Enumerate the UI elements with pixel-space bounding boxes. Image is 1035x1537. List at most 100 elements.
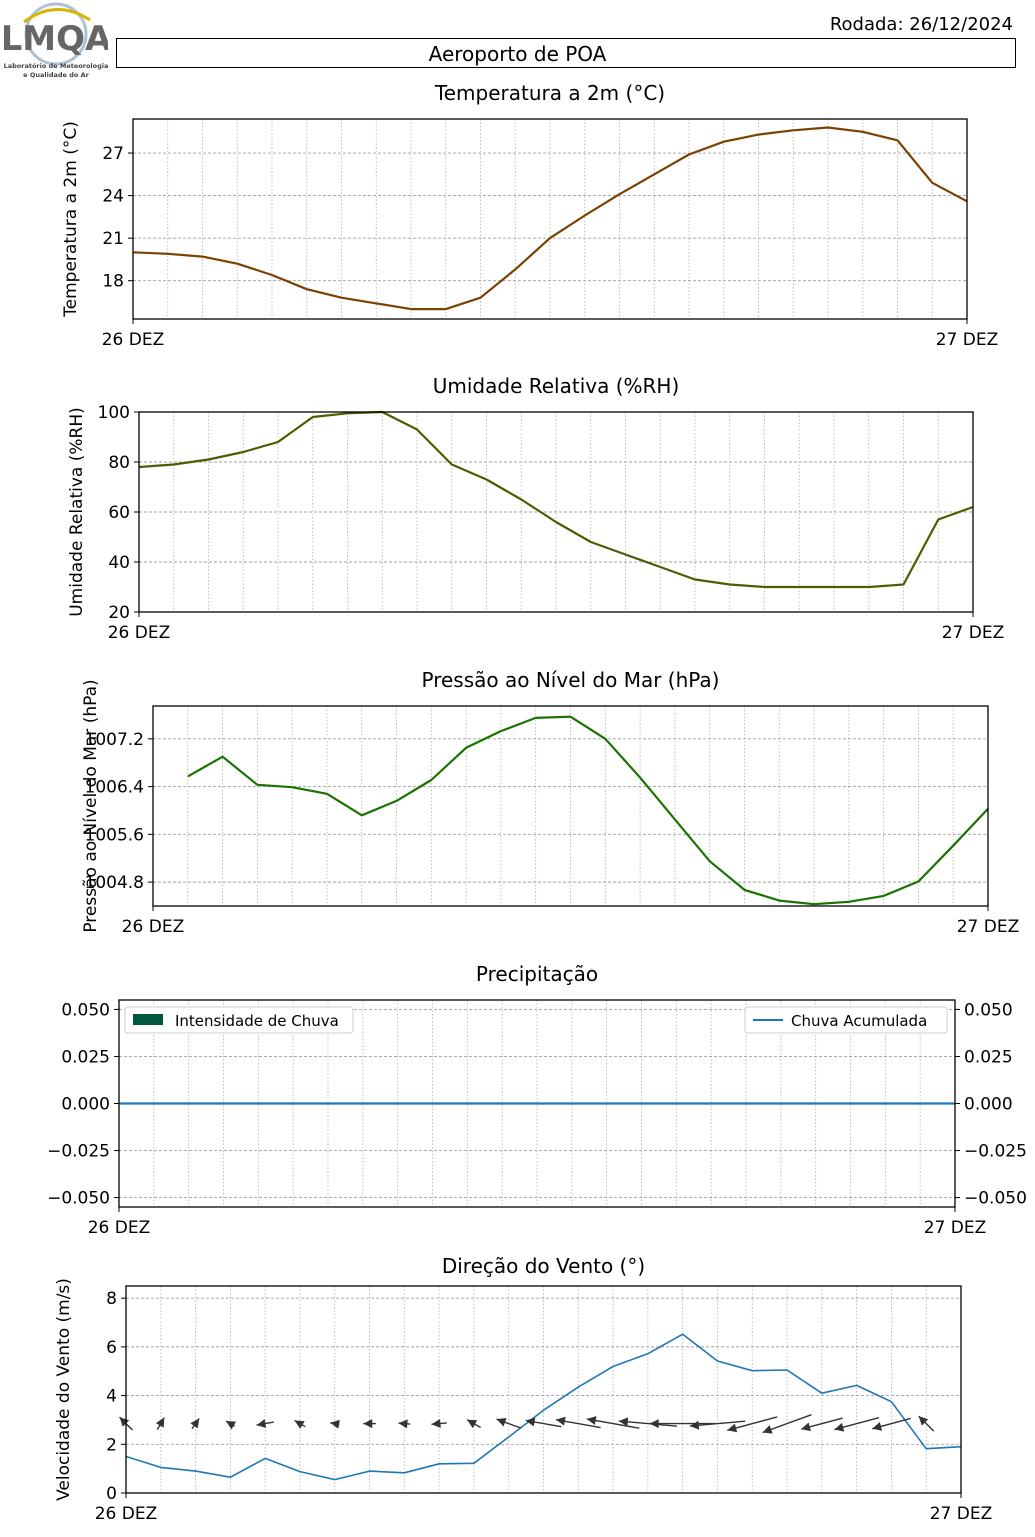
y-tick-label: 1007.2 bbox=[85, 730, 144, 750]
wind-arrow bbox=[363, 1419, 376, 1429]
wind-arrow-head bbox=[918, 1416, 929, 1426]
wind-arrow-head bbox=[155, 1417, 165, 1428]
y-tick-label: 0.025 bbox=[61, 1047, 110, 1067]
x-tick-label: 26 DEZ bbox=[102, 330, 165, 350]
wind-arrow bbox=[872, 1417, 911, 1431]
wind-arrow-head bbox=[225, 1421, 237, 1430]
wind-arrow bbox=[256, 1419, 274, 1428]
wind-arrow-head bbox=[431, 1418, 441, 1428]
run-date: Rodada: 26/12/2024 bbox=[829, 14, 1013, 35]
wind-arrow-head bbox=[872, 1422, 883, 1431]
x-tick-label: 27 DEZ bbox=[936, 330, 999, 350]
logo-caption-1: Laboratório de Meteorologia bbox=[4, 62, 108, 70]
logo-caption-2: e Qualidade do Ar bbox=[23, 71, 89, 79]
legend-swatch bbox=[133, 1014, 163, 1025]
wind-arrow-head bbox=[256, 1419, 267, 1428]
y-tick-label: 6 bbox=[106, 1338, 117, 1358]
y-tick-label: 80 bbox=[108, 453, 130, 473]
wind-arrow bbox=[555, 1416, 601, 1429]
wind-arrow-head bbox=[586, 1416, 597, 1425]
wind-arrow-head bbox=[762, 1425, 773, 1434]
temperature-chart: 18 21 24 27 26 DEZ 27 DEZ Temperatura a 2m (°C… bbox=[61, 81, 998, 350]
wind-arrow-head bbox=[496, 1418, 507, 1427]
wind-arrow-shaft bbox=[618, 1420, 677, 1427]
x-tick-label: 26 DEZ bbox=[122, 917, 185, 937]
wind-arrow bbox=[294, 1419, 306, 1429]
y-tick-label: 0 bbox=[106, 1484, 117, 1504]
wind-arrow bbox=[330, 1419, 340, 1429]
x-tick-label: 26 DEZ bbox=[88, 1218, 151, 1238]
y-tick-label: 1005.6 bbox=[85, 825, 144, 845]
wind-arrow bbox=[398, 1419, 411, 1429]
y-tick-label: 0.050 bbox=[61, 1000, 110, 1020]
wind-arrow bbox=[689, 1420, 746, 1430]
y-tick-label: 2 bbox=[106, 1435, 117, 1455]
humidity-chart: 20 40 60 80 100 26 DEZ 27 DEZ Umidade Relativa … bbox=[67, 374, 1004, 643]
y-tick-label: 1004.8 bbox=[85, 873, 144, 893]
plot-frame bbox=[125, 1285, 962, 1494]
chart-title: Precipitação bbox=[476, 962, 598, 986]
y-tick-label: 1006.4 bbox=[85, 778, 144, 798]
wind-arrow bbox=[649, 1419, 716, 1429]
y-axis-label: Velocidade do Vento (m/s) bbox=[54, 1278, 74, 1501]
wind-arrow-head bbox=[525, 1417, 536, 1427]
wind-arrow-head bbox=[330, 1419, 340, 1429]
y-tick-label: 20 bbox=[108, 603, 130, 623]
wind-arrow-head bbox=[689, 1420, 700, 1430]
station-name: Aeroporto de POA bbox=[428, 42, 607, 66]
y-tick-label: 4 bbox=[106, 1387, 117, 1407]
x-tick-label: 26 DEZ bbox=[108, 623, 171, 643]
y-tick-label: 0.000 bbox=[61, 1095, 110, 1115]
wind-arrow-head bbox=[294, 1420, 305, 1429]
wind-arrow-head bbox=[398, 1419, 408, 1429]
chart-title: Direção do Vento (°) bbox=[442, 1254, 645, 1278]
y-axis-label: Temperatura a 2m (°C) bbox=[61, 121, 81, 318]
series-line bbox=[187, 715, 989, 906]
y-tick-label: 100 bbox=[98, 403, 130, 423]
legend-box bbox=[744, 1006, 948, 1034]
wind-arrow bbox=[466, 1419, 482, 1429]
lmqa-logo: LMQA Laboratório de Meteorologia e Quali… bbox=[4, 2, 108, 79]
wind-arrow bbox=[727, 1416, 778, 1433]
legend-rain-intensity: Intensidade de Chuva bbox=[124, 1006, 354, 1034]
y2-tick-label: −0.025 bbox=[964, 1142, 1027, 1162]
logo-text: LMQA bbox=[4, 19, 108, 59]
series-line bbox=[125, 1333, 962, 1481]
wind-arrow bbox=[618, 1417, 677, 1427]
logo-swoosh bbox=[23, 8, 91, 24]
y-tick-label: 8 bbox=[106, 1289, 117, 1309]
wind-arrow-head bbox=[190, 1418, 200, 1429]
legend-rain-accumulated: Chuva Acumulada bbox=[744, 1006, 948, 1034]
y-tick-label: −0.050 bbox=[47, 1189, 110, 1209]
precipitation-chart: −0.050 −0.050 −0.025 −0.025 0.000 0.000 0.025 0… bbox=[47, 962, 1027, 1238]
wind-arrow bbox=[525, 1417, 562, 1428]
y-tick-label: 27 bbox=[102, 144, 124, 164]
legend-box bbox=[124, 1006, 354, 1034]
wind-arrow-head bbox=[618, 1417, 629, 1427]
y-tick-label: −0.025 bbox=[47, 1142, 110, 1162]
y-tick-label: 18 bbox=[102, 272, 124, 292]
legend-label: Chuva Acumulada bbox=[791, 1012, 927, 1030]
station-box bbox=[116, 38, 1016, 68]
wind-arrow bbox=[155, 1417, 165, 1430]
x-tick-label: 27 DEZ bbox=[957, 917, 1020, 937]
plot-frame bbox=[152, 705, 989, 907]
wind-arrow-head bbox=[834, 1422, 845, 1432]
chart-title: Temperatura a 2m (°C) bbox=[434, 81, 665, 105]
y-tick-label: 24 bbox=[102, 187, 124, 207]
y2-tick-label: 0.025 bbox=[964, 1047, 1013, 1067]
wind-arrow bbox=[190, 1418, 200, 1430]
wind-arrow bbox=[586, 1416, 640, 1429]
wind-arrow-head bbox=[119, 1417, 130, 1427]
wind-arrow-shaft bbox=[689, 1420, 746, 1427]
wind-arrow-head bbox=[555, 1416, 566, 1426]
wind-arrow-head bbox=[467, 1419, 478, 1429]
legend-label: Intensidade de Chuva bbox=[175, 1012, 339, 1030]
wind-arrow-head bbox=[649, 1419, 659, 1429]
wind-arrow-head bbox=[363, 1419, 373, 1429]
plot-frame bbox=[132, 118, 968, 320]
wind-arrow bbox=[762, 1414, 812, 1434]
logo-globe bbox=[24, 2, 88, 66]
y2-tick-label: 0.050 bbox=[964, 1000, 1013, 1020]
wind-arrow bbox=[800, 1417, 843, 1432]
